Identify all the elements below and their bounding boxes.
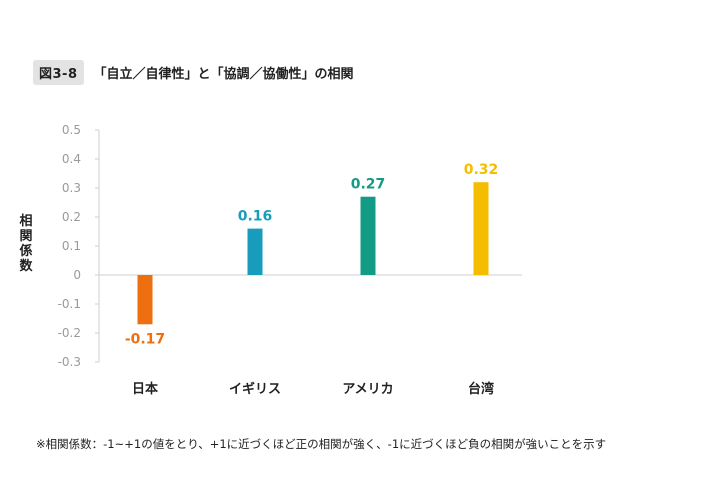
x-category-label: アメリカ [342,382,393,397]
y-tick-label: 0 [73,268,81,282]
y-tick-label: -0.1 [58,297,81,311]
y-tick-label: -0.2 [58,326,81,340]
y-tick-label: 0.4 [62,152,81,166]
x-category-label: イギリス [229,381,281,397]
y-tick-label: 0.3 [62,181,81,195]
y-axis-label: 相関係数 [19,214,33,274]
bar-4 [473,182,489,275]
footnote: ※相関係数：-1~+1の値をとり、+1に近づくほど正の相関が強く、-1に近づくほ… [36,437,607,451]
bar-2 [247,228,263,275]
y-tick-label: 0.1 [62,239,81,253]
y-tick-label: -0.3 [58,355,81,369]
bar-1 [137,275,153,325]
x-category-label: 台湾 [468,381,494,397]
x-category-label: 日本 [132,381,158,397]
data-label: 0.32 [464,162,499,178]
data-label: 0.16 [238,209,273,225]
data-label: 0.27 [351,177,386,193]
y-tick-label: 0.2 [62,210,81,224]
figure-header: 図3-8 「自立／自律性」と「協調／協働性」の相関 [33,60,354,85]
bar-3 [360,196,376,275]
figure-title: 「自立／自律性」と「協調／協働性」の相関 [93,67,354,82]
y-tick-label: 0.5 [62,123,81,137]
figure-number-badge: 図3-8 [33,60,84,85]
data-label: -0.17 [125,331,165,347]
